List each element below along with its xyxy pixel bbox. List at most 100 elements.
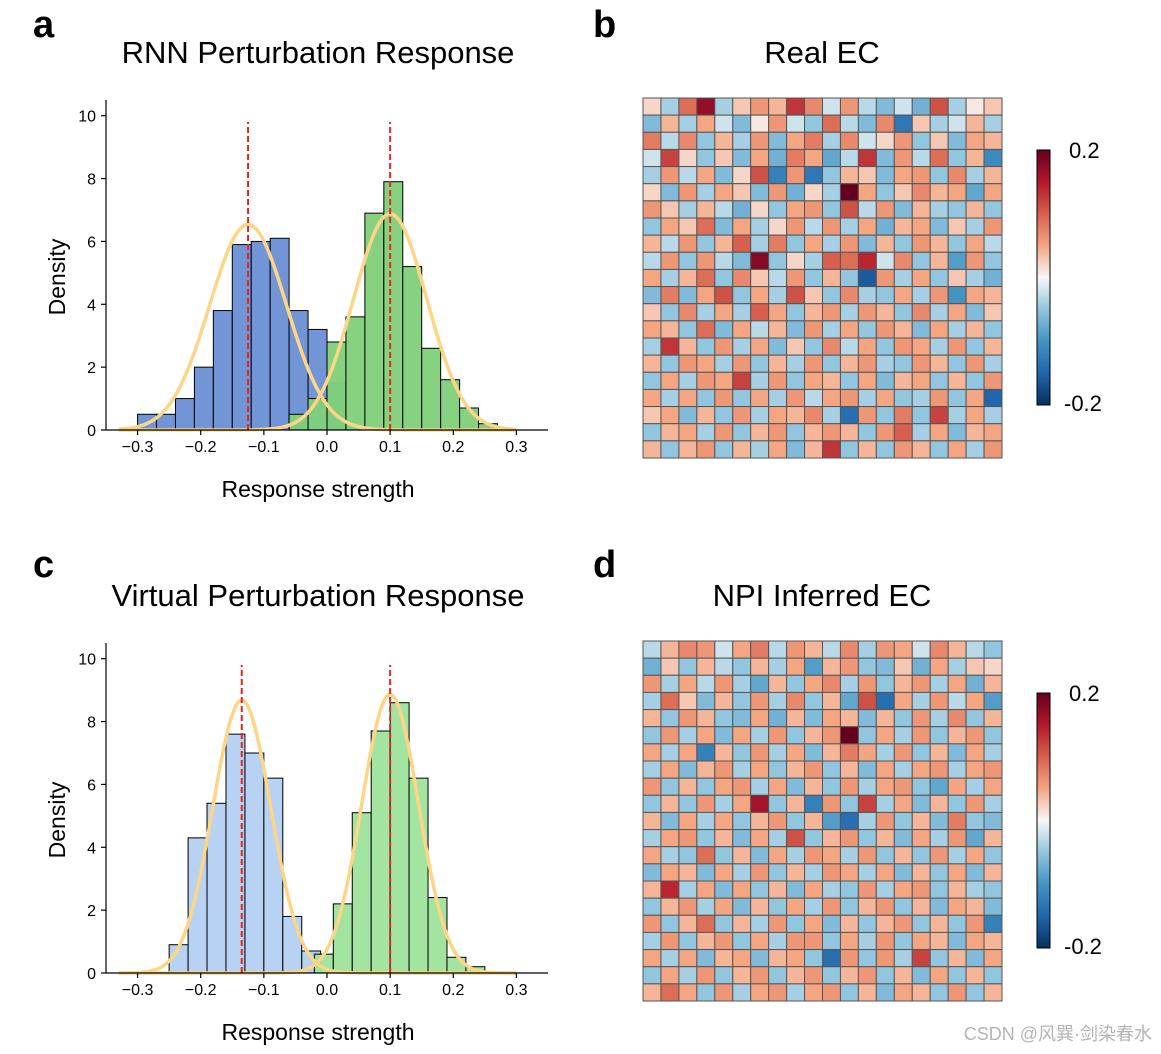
heatmap-cell-r20-c14 <box>893 440 913 459</box>
histogram-bar-s0-b3 <box>193 366 214 431</box>
heatmap-cell-r20-c13 <box>875 440 895 459</box>
heatmap-cell-r1-c5 <box>732 114 752 133</box>
heatmap-cell-r8-c0 <box>642 777 662 796</box>
heatmap-cell-r8-c3 <box>696 777 716 796</box>
heatmap-cell-r13-c4 <box>714 320 734 339</box>
heatmap-cell-r17-c19 <box>983 931 1003 951</box>
heatmap-cell-r7-c5 <box>732 217 752 236</box>
heatmap-cell-r15-c2 <box>678 354 698 373</box>
heatmap-cell-r1-c6 <box>750 657 770 676</box>
heatmap-cell-r6-c7 <box>768 200 788 219</box>
heatmap-cell-r8-c16 <box>929 777 949 796</box>
heatmap-cell-r3-c1 <box>660 148 680 168</box>
heatmap-cell-r0-c5 <box>732 640 752 659</box>
heatmap-cell-r14-c4 <box>714 337 734 356</box>
heatmap-cell-r2-c12 <box>857 674 877 693</box>
heatmap-cell-r12-c2 <box>678 303 698 322</box>
heatmap-cell-r20-c17 <box>947 983 967 1002</box>
heatmap-cell-r13-c2 <box>678 863 698 882</box>
heatmap-cell-r1-c7 <box>768 114 788 133</box>
heatmap-cell-r2-c4 <box>714 674 734 693</box>
heatmap-cell-r1-c1 <box>660 114 680 133</box>
heatmap-cell-r6-c2 <box>678 743 698 762</box>
heatmap-cell-r0-c8 <box>786 640 806 659</box>
heatmap-cell-r11-c14 <box>893 829 913 848</box>
heatmap-cell-r7-c12 <box>857 760 877 779</box>
heatmap-cell-r20-c18 <box>965 983 985 1002</box>
heatmap-cell-r14-c19 <box>983 337 1003 356</box>
heatmap-cell-r17-c11 <box>839 931 859 951</box>
heatmap-cell-r14-c6 <box>750 337 770 356</box>
heatmap-cell-r9-c6 <box>750 794 770 813</box>
heatmap-cell-r2-c10 <box>822 131 841 150</box>
heatmap-cell-r10-c15 <box>911 268 931 288</box>
heatmap-cell-r13-c10 <box>822 863 841 882</box>
heatmap-cell-r2-c13 <box>875 131 895 150</box>
heatmap-cell-r20-c0 <box>642 440 662 459</box>
heatmap-cell-r4-c17 <box>947 166 967 185</box>
heatmap-cell-r17-c18 <box>965 388 985 408</box>
heatmap-cell-r16-c12 <box>857 914 877 933</box>
heatmap-cell-r10-c11 <box>839 268 859 288</box>
heatmap-cell-r12-c13 <box>875 846 895 865</box>
heatmap-cell-r17-c16 <box>929 931 949 951</box>
heatmap-cell-r15-c17 <box>947 354 967 373</box>
heatmap-cell-r7-c16 <box>929 217 949 236</box>
heatmap-cell-r4-c6 <box>750 709 770 728</box>
heatmap-cell-r3-c8 <box>786 691 806 711</box>
heatmap-cell-r14-c11 <box>839 880 859 899</box>
heatmap-cell-r20-c15 <box>911 983 931 1002</box>
heatmap-cell-r1-c19 <box>983 657 1003 676</box>
heatmap-cell-r9-c6 <box>750 251 770 270</box>
heatmap-cell-r19-c6 <box>750 423 770 442</box>
heatmap-cell-r9-c12 <box>857 794 877 813</box>
heatmap-cell-r5-c0 <box>642 726 662 745</box>
heatmap-cell-r9-c15 <box>911 251 931 270</box>
heatmap-cell-r12-c9 <box>804 303 823 322</box>
heatmap-cell-r18-c12 <box>857 949 877 968</box>
heatmap-cell-r1-c2 <box>678 657 698 676</box>
heatmap-cell-r13-c7 <box>768 320 788 339</box>
heatmap-cell-r3-c9 <box>804 148 823 168</box>
heatmap-cell-r7-c4 <box>714 760 734 779</box>
heatmap-cell-r15-c11 <box>839 897 859 916</box>
heatmap-cell-r0-c15 <box>911 97 931 116</box>
heatmap-cell-r4-c1 <box>660 166 680 185</box>
y-tick-label: 4 <box>87 297 96 314</box>
heatmap-cell-r9-c3 <box>696 794 716 813</box>
heatmap-cell-r12-c11 <box>839 303 859 322</box>
heatmap-cell-r4-c17 <box>947 709 967 728</box>
heatmap-cell-r18-c17 <box>947 406 967 425</box>
heatmap-cell-r5-c14 <box>893 726 913 745</box>
heatmap-cell-r9-c18 <box>965 794 985 813</box>
heatmap-cell-r18-c11 <box>839 406 859 425</box>
y-tick-label: 8 <box>87 172 96 189</box>
heatmap-cell-r3-c8 <box>786 148 806 168</box>
heatmap-cell-r8-c10 <box>822 777 841 796</box>
heatmap-cell-r7-c19 <box>983 217 1003 236</box>
heatmap-cell-r0-c12 <box>857 640 877 659</box>
heatmap-cell-r9-c5 <box>732 794 752 813</box>
heatmap-cell-r8-c9 <box>804 234 823 253</box>
heatmap-cell-r14-c13 <box>875 880 895 899</box>
heatmap-cell-r9-c7 <box>768 794 788 813</box>
heatmap-cell-r12-c3 <box>696 303 716 322</box>
heatmap-cell-r15-c16 <box>929 897 949 916</box>
heatmap-cell-r2-c19 <box>983 131 1003 150</box>
heatmap-cell-r3-c7 <box>768 691 788 711</box>
heatmap-cell-r20-c8 <box>786 983 806 1002</box>
heatmap-cell-r14-c15 <box>911 880 931 899</box>
heatmap-cell-r13-c2 <box>678 320 698 339</box>
heatmap-cell-r6-c18 <box>965 743 985 762</box>
heatmap-cell-r4-c5 <box>732 709 752 728</box>
heatmap-cell-r6-c4 <box>714 200 734 219</box>
heatmap-cell-r2-c16 <box>929 674 949 693</box>
heatmap-cell-r16-c14 <box>893 914 913 933</box>
heatmap-cell-r8-c18 <box>965 234 985 253</box>
heatmap-cell-r2-c5 <box>732 131 752 150</box>
heatmap-cell-r12-c16 <box>929 303 949 322</box>
heatmap-cell-r8-c19 <box>983 234 1003 253</box>
heatmap-cell-r6-c6 <box>750 200 770 219</box>
heatmap-cell-r8-c14 <box>893 234 913 253</box>
heatmap-cell-r7-c2 <box>678 760 698 779</box>
